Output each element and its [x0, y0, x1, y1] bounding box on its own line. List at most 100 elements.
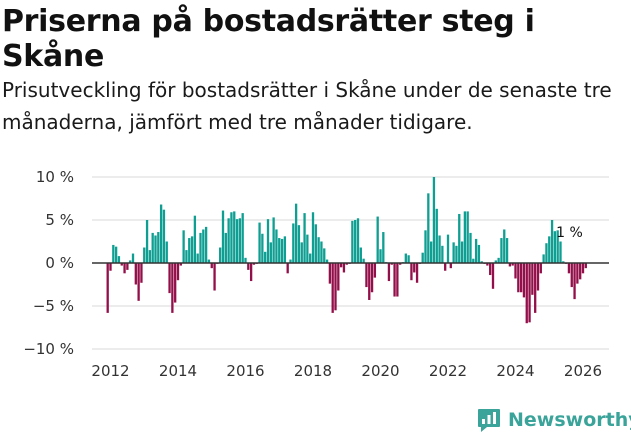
bar	[458, 213, 461, 263]
x-tick-label: 2020	[361, 362, 399, 380]
bar	[247, 263, 250, 270]
bar	[362, 258, 365, 263]
bar	[280, 238, 284, 263]
bar	[157, 232, 160, 263]
bar	[297, 225, 301, 263]
bar	[511, 263, 514, 266]
bar	[463, 211, 467, 263]
bar	[548, 236, 551, 263]
bar	[117, 256, 121, 263]
bar	[337, 263, 340, 291]
bar	[204, 226, 208, 263]
bar	[435, 208, 438, 263]
bar	[570, 263, 573, 288]
bar	[261, 233, 264, 263]
bar	[365, 263, 368, 288]
bar	[438, 235, 441, 263]
bar	[224, 232, 227, 263]
bar	[370, 263, 374, 293]
bar	[528, 263, 531, 323]
bar	[235, 219, 239, 263]
bar	[424, 230, 427, 263]
newsworthy-logo-icon	[478, 409, 500, 432]
bar	[196, 253, 199, 263]
bar	[275, 229, 278, 263]
bar	[345, 263, 348, 265]
chart-title: Priserna på bostadsrätter steg i Skåne	[2, 4, 535, 74]
bar	[221, 210, 225, 263]
bar	[185, 250, 188, 263]
bar	[444, 263, 447, 271]
bar	[489, 263, 492, 276]
bar	[109, 263, 112, 271]
bar	[171, 263, 174, 313]
bar	[415, 263, 419, 283]
bar	[292, 223, 295, 263]
bar	[427, 193, 430, 263]
x-tick-label: 2012	[91, 362, 129, 380]
bars	[106, 177, 587, 324]
bar	[410, 263, 413, 281]
bar	[579, 263, 582, 280]
x-tick-label: 2018	[294, 362, 332, 380]
bar	[553, 231, 557, 263]
bar	[131, 253, 135, 263]
bar	[477, 244, 481, 263]
bar	[106, 263, 109, 313]
bar	[469, 232, 472, 263]
bar	[452, 242, 455, 263]
bar	[151, 232, 154, 263]
x-tick-label: 2014	[159, 362, 197, 380]
bar	[525, 263, 528, 324]
bar	[508, 263, 512, 267]
bar	[500, 238, 503, 263]
bar	[472, 258, 475, 263]
bar	[497, 257, 500, 263]
bar	[449, 263, 452, 269]
x-tick-label: 2022	[429, 362, 467, 380]
bar	[182, 230, 185, 263]
bar	[233, 211, 236, 263]
bar	[154, 235, 157, 263]
bar	[325, 259, 329, 263]
bar	[407, 255, 410, 263]
bar	[550, 220, 554, 263]
bar	[168, 263, 171, 294]
bar	[249, 263, 253, 282]
bar	[413, 263, 416, 273]
y-axis-ticks: 10 % 5 % 0 % −5 % −10 %	[23, 168, 74, 358]
bar	[213, 263, 216, 291]
bar	[356, 218, 360, 263]
brand-name: Newsworthy	[508, 409, 631, 431]
bar	[351, 220, 354, 263]
bar	[491, 263, 495, 289]
bar	[252, 263, 256, 265]
bar	[137, 263, 140, 301]
bar	[539, 263, 542, 274]
bar	[193, 215, 197, 263]
bar	[174, 263, 177, 303]
bar	[562, 261, 565, 263]
bar	[503, 229, 506, 263]
bar	[314, 224, 317, 263]
y-tick-label: −5 %	[33, 297, 74, 315]
bar	[432, 177, 436, 263]
bar	[556, 230, 559, 263]
bar	[126, 263, 129, 270]
bar	[373, 263, 377, 278]
bar	[145, 220, 149, 263]
y-tick-label: 0 %	[45, 254, 74, 272]
bar	[120, 263, 123, 266]
x-tick-label: 2024	[496, 362, 534, 380]
bar	[480, 261, 483, 263]
bar	[264, 251, 267, 263]
bar	[339, 263, 343, 268]
bar	[567, 263, 571, 274]
bar	[573, 263, 576, 300]
bar	[429, 241, 433, 263]
bar	[399, 263, 402, 265]
bar	[114, 246, 118, 263]
bar	[238, 218, 242, 263]
bar	[303, 213, 306, 263]
bar	[306, 234, 309, 263]
